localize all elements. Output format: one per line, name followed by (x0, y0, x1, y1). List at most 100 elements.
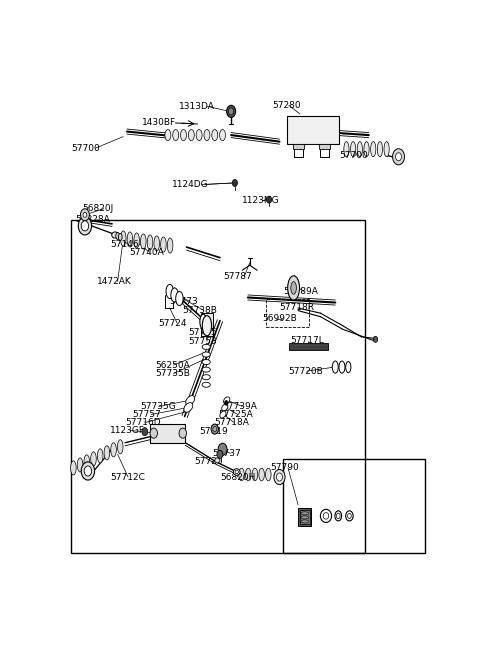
Ellipse shape (323, 513, 329, 519)
Ellipse shape (141, 234, 146, 249)
Circle shape (227, 105, 236, 117)
Bar (289, 343, 328, 350)
Ellipse shape (166, 284, 173, 299)
Bar (292, 144, 304, 149)
Ellipse shape (301, 512, 309, 515)
Circle shape (348, 514, 351, 518)
Ellipse shape (118, 440, 123, 454)
Text: 1472AK: 1472AK (97, 277, 132, 286)
Circle shape (81, 209, 89, 221)
Text: 56828A: 56828A (75, 215, 109, 224)
Ellipse shape (336, 513, 340, 519)
Circle shape (274, 470, 285, 485)
Ellipse shape (252, 468, 258, 481)
Text: 56820J: 56820J (83, 204, 114, 214)
Text: 57735B: 57735B (155, 369, 190, 378)
Text: 57717L: 57717L (290, 337, 324, 345)
Ellipse shape (168, 238, 173, 253)
Text: 56250A: 56250A (155, 360, 190, 369)
Bar (266, 299, 309, 327)
Text: 1123MG: 1123MG (242, 196, 280, 205)
Text: 57700: 57700 (71, 143, 100, 153)
Text: 57787: 57787 (224, 272, 252, 281)
Circle shape (78, 217, 92, 235)
Ellipse shape (196, 130, 202, 141)
Ellipse shape (212, 130, 218, 141)
Ellipse shape (377, 141, 383, 157)
Text: 57725A: 57725A (218, 410, 253, 419)
Circle shape (83, 212, 87, 217)
Ellipse shape (91, 452, 96, 466)
Ellipse shape (288, 276, 300, 300)
Circle shape (228, 108, 234, 115)
Text: 1313DA: 1313DA (179, 102, 215, 111)
Text: 57724: 57724 (158, 319, 187, 328)
Ellipse shape (219, 130, 226, 141)
Ellipse shape (224, 397, 230, 404)
Ellipse shape (127, 232, 133, 247)
Ellipse shape (301, 520, 309, 523)
Circle shape (225, 400, 228, 405)
Ellipse shape (202, 345, 210, 349)
Text: 57753: 57753 (188, 337, 217, 346)
Ellipse shape (173, 130, 179, 141)
Text: 57773: 57773 (170, 297, 199, 306)
Ellipse shape (202, 383, 210, 387)
Text: 1123GF: 1123GF (110, 426, 145, 435)
Ellipse shape (111, 443, 116, 457)
Ellipse shape (171, 288, 178, 302)
Circle shape (396, 153, 401, 161)
Text: 57716D: 57716D (125, 418, 161, 427)
Text: 57718A: 57718A (215, 418, 249, 427)
Ellipse shape (259, 468, 264, 481)
Ellipse shape (202, 375, 210, 380)
Circle shape (81, 221, 89, 231)
Ellipse shape (71, 461, 76, 475)
Ellipse shape (220, 411, 226, 418)
Bar (287, 117, 339, 144)
Ellipse shape (321, 510, 332, 523)
Ellipse shape (200, 314, 206, 329)
Ellipse shape (176, 291, 183, 306)
Text: 57757: 57757 (132, 410, 161, 419)
Circle shape (81, 462, 95, 480)
Text: 57719: 57719 (200, 427, 228, 436)
Circle shape (266, 196, 272, 203)
Text: 57739A: 57739A (222, 402, 257, 411)
Text: 57700: 57700 (339, 151, 368, 160)
Ellipse shape (147, 235, 153, 250)
Ellipse shape (112, 232, 119, 238)
Ellipse shape (104, 446, 109, 460)
Ellipse shape (184, 403, 193, 412)
Ellipse shape (364, 141, 369, 157)
Circle shape (218, 443, 227, 455)
Circle shape (84, 466, 92, 476)
Ellipse shape (357, 141, 362, 157)
Text: 57720B: 57720B (289, 367, 324, 375)
Ellipse shape (235, 470, 239, 474)
Ellipse shape (120, 231, 126, 246)
Ellipse shape (202, 352, 210, 357)
Circle shape (142, 428, 148, 436)
Ellipse shape (222, 404, 228, 411)
Circle shape (393, 149, 405, 165)
Circle shape (150, 428, 157, 438)
Ellipse shape (371, 141, 376, 157)
Ellipse shape (215, 458, 220, 463)
Ellipse shape (301, 516, 309, 519)
Text: 57790: 57790 (270, 464, 299, 472)
Text: 57720: 57720 (194, 457, 223, 466)
Ellipse shape (233, 469, 240, 476)
Text: 57738B: 57738B (183, 306, 217, 314)
Ellipse shape (350, 141, 356, 157)
Ellipse shape (291, 282, 297, 294)
Ellipse shape (239, 468, 244, 481)
Bar (283, 459, 424, 553)
Ellipse shape (332, 361, 338, 373)
Text: 1124DG: 1124DG (172, 180, 208, 189)
Ellipse shape (202, 367, 210, 372)
Ellipse shape (134, 233, 139, 248)
Text: 57740A: 57740A (129, 248, 164, 257)
Ellipse shape (335, 511, 342, 521)
Ellipse shape (346, 362, 351, 373)
